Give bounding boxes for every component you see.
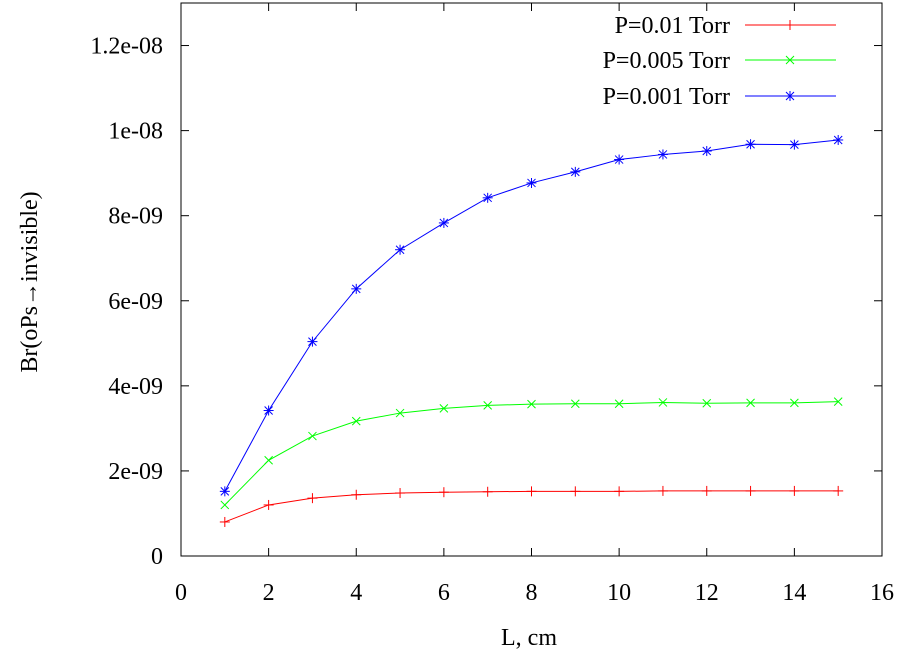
data-point <box>658 398 668 407</box>
legend-marker <box>785 91 795 101</box>
data-point <box>701 146 712 157</box>
data-point <box>745 139 756 150</box>
x-tick-label: 16 <box>870 580 894 606</box>
data-point <box>351 416 361 426</box>
y-axis-label: Br(oPs→invisible) <box>17 191 43 372</box>
y-tick-label: 2e-09 <box>108 459 163 485</box>
x-axis-label: L, cm <box>501 625 557 651</box>
legend-item: P=0.01 Torr <box>615 13 836 39</box>
data-point <box>395 408 405 418</box>
series-3 <box>219 134 844 497</box>
legend-item: P=0.005 Torr <box>603 48 836 74</box>
plot-border <box>180 2 883 557</box>
data-point <box>570 399 580 409</box>
data-point <box>614 154 625 165</box>
y-tick-label: 0 <box>151 544 163 570</box>
data-point <box>264 455 273 465</box>
data-point <box>438 217 449 228</box>
data-point <box>570 486 581 497</box>
data-point <box>263 405 274 416</box>
data-point <box>219 516 230 527</box>
data-point <box>657 149 668 160</box>
data-point <box>395 244 406 255</box>
legend-label: P=0.005 Torr <box>603 48 730 74</box>
series-group <box>219 134 844 527</box>
x-tick-label: 6 <box>438 580 450 606</box>
data-point <box>351 489 362 500</box>
data-point <box>614 486 625 497</box>
data-point <box>746 398 755 408</box>
plot-frame <box>180 2 883 557</box>
data-point <box>483 401 493 410</box>
data-point <box>570 166 581 177</box>
x-tick-label: 10 <box>607 580 631 606</box>
data-point <box>220 500 230 510</box>
x-tick-label: 2 <box>263 580 275 606</box>
data-point <box>833 485 844 496</box>
y-tick-label: 1e-08 <box>108 119 163 145</box>
data-point <box>745 485 756 496</box>
data-point <box>307 336 318 347</box>
data-point <box>308 431 317 441</box>
series-1 <box>219 485 844 527</box>
legend-marker <box>785 55 795 65</box>
axis-ticks: 0 2 4 6 8 10 12 14 16 0 2e-09 4e-09 6e-09 8e-09 1e-08 1… <box>90 3 894 606</box>
y-tick-label: 4e-09 <box>108 374 163 400</box>
data-point <box>219 486 230 497</box>
y-tick-label: 8e-09 <box>108 204 163 230</box>
y-tick-label: 6e-09 <box>108 289 163 315</box>
data-point <box>833 134 844 145</box>
data-point <box>526 177 537 188</box>
data-point <box>439 404 449 413</box>
legend: P=0.01 Torr P=0.005 Torr P=0.001 Torr <box>603 13 836 110</box>
series-2 <box>220 397 843 510</box>
y-tick-label: 1.2e-08 <box>90 34 163 60</box>
data-point <box>527 399 536 409</box>
data-point <box>701 485 712 496</box>
legend-item: P=0.001 Torr <box>603 84 836 110</box>
legend-marker <box>785 20 795 30</box>
data-point <box>526 486 537 497</box>
data-point <box>482 486 493 497</box>
data-point <box>657 485 668 496</box>
x-tick-label: 14 <box>782 580 806 606</box>
data-point <box>789 139 800 150</box>
data-point <box>482 192 493 203</box>
data-point <box>395 488 406 499</box>
data-point <box>790 398 799 408</box>
data-point <box>263 499 274 510</box>
data-point <box>614 399 624 409</box>
series-line <box>224 139 839 492</box>
data-point <box>307 493 318 504</box>
x-tick-label: 0 <box>175 580 187 606</box>
data-point <box>702 398 712 408</box>
legend-label: P=0.001 Torr <box>603 84 730 110</box>
data-point <box>833 397 843 406</box>
legend-label: P=0.01 Torr <box>615 13 730 39</box>
data-point <box>789 485 800 496</box>
x-tick-label: 8 <box>526 580 538 606</box>
x-tick-label: 4 <box>350 580 362 606</box>
data-point <box>351 283 362 294</box>
x-tick-label: 12 <box>695 580 719 606</box>
data-point <box>438 487 449 498</box>
